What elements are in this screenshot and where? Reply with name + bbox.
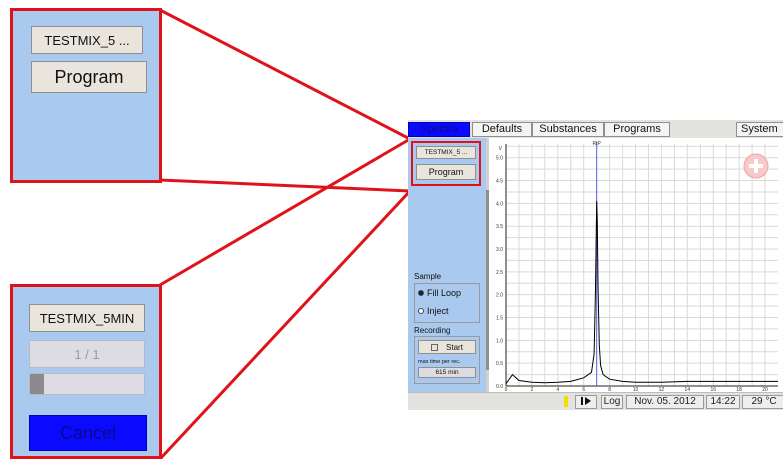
tab-system[interactable]: System xyxy=(736,122,783,137)
play-icon[interactable] xyxy=(575,395,597,409)
app-window: Spectra Defaults Substances Programs Sys… xyxy=(408,120,783,410)
y-tick-label: 3.5 xyxy=(496,224,503,230)
method-button[interactable]: TESTMIX_5 ... xyxy=(416,146,476,159)
x-tick-label: 20 xyxy=(762,387,768,392)
zoom-panel-bottom: TESTMIX_5MIN 1 / 1 Cancel xyxy=(10,284,162,459)
tab-programs[interactable]: Programs xyxy=(604,122,670,137)
plus-icon-bar xyxy=(754,159,758,173)
y-tick-label: 5.0 xyxy=(496,156,503,162)
callout-line xyxy=(158,189,412,459)
fill-loop-label: Fill Loop xyxy=(427,288,462,298)
method-button[interactable]: TESTMIX_5MIN xyxy=(29,304,145,332)
radio-selected-icon xyxy=(418,290,424,296)
x-tick-label: 4 xyxy=(556,387,559,392)
start-button[interactable]: Start xyxy=(418,340,476,354)
checkbox-icon xyxy=(431,343,439,351)
x-tick-label: 14 xyxy=(685,387,691,392)
x-tick-label: 8 xyxy=(608,387,611,392)
zoom-panel-top: TESTMIX_5 ... Program xyxy=(10,8,162,183)
inject-radio[interactable]: Inject xyxy=(418,306,449,316)
y-tick-label: 3.0 xyxy=(496,247,503,253)
y-tick-label: 1.5 xyxy=(496,316,503,322)
spectrum-plot[interactable]: 0.0 0.5 1.0 1.5 2.0 2.5 3.0 3.5 4.0 4.5 5.0 V 0 2 4 6 8 1… xyxy=(488,138,783,393)
recording-group xyxy=(414,336,480,384)
tab-substances[interactable]: Substances xyxy=(532,122,604,137)
program-button[interactable]: Program xyxy=(31,61,147,93)
warning-icon xyxy=(564,396,568,407)
tab-defaults[interactable]: Defaults xyxy=(472,122,532,137)
cancel-button[interactable]: Cancel xyxy=(29,415,147,451)
tab-spectra[interactable]: Spectra xyxy=(408,122,470,137)
time-display: 14:22 xyxy=(706,395,740,409)
spectrum-trace xyxy=(505,201,778,384)
y-tick-label: 0.0 xyxy=(496,384,503,390)
run-progress-bar xyxy=(29,373,145,395)
progress-fill xyxy=(30,374,44,394)
sample-group xyxy=(414,283,480,323)
y-tick-label: 4.0 xyxy=(496,201,503,207)
sidebar: TESTMIX_5 ... Program Sample Fill Loop I… xyxy=(408,138,486,392)
log-button[interactable]: Log xyxy=(601,395,623,409)
x-tick-label: 10 xyxy=(633,387,639,392)
callout-line xyxy=(159,8,411,141)
start-label: Start xyxy=(446,342,463,352)
radio-empty-icon xyxy=(418,308,424,314)
y-tick-label: 1.0 xyxy=(496,338,503,344)
scroll-thumb[interactable] xyxy=(486,190,489,370)
x-tick-label: 16 xyxy=(710,387,716,392)
sample-label: Sample xyxy=(414,272,442,281)
temperature-display: 29 °C xyxy=(742,395,783,409)
callout-line xyxy=(159,178,411,193)
x-tick-label: 6 xyxy=(582,387,585,392)
x-tick-label: 2 xyxy=(531,387,534,392)
y-tick-label: 0.5 xyxy=(496,361,503,367)
max-time-label: max time per rec. xyxy=(418,359,461,365)
x-tick-label: 0 xyxy=(505,387,508,392)
x-tick-label: 12 xyxy=(659,387,665,392)
fill-loop-radio[interactable]: Fill Loop xyxy=(418,288,461,298)
y-tick-label: 2.0 xyxy=(496,293,503,299)
spectrum-chart: 0.0 0.5 1.0 1.5 2.0 2.5 3.0 3.5 4.0 4.5 5.0 V 0 2 4 6 8 1… xyxy=(496,141,778,393)
run-counter: 1 / 1 xyxy=(29,340,145,368)
y-tick-label: 4.5 xyxy=(496,179,503,185)
callout-line xyxy=(159,137,411,287)
x-tick-label: 18 xyxy=(736,387,742,392)
status-bar: Log Nov. 05. 2012 14:22 29 °C xyxy=(408,392,783,410)
inject-label: Inject xyxy=(427,306,449,316)
y-axis-label: V xyxy=(499,146,503,152)
rip-marker-label: RIP xyxy=(592,141,601,147)
program-button[interactable]: Program xyxy=(416,164,476,180)
method-button[interactable]: TESTMIX_5 ... xyxy=(31,26,143,54)
y-tick-label: 2.5 xyxy=(496,270,503,276)
date-display: Nov. 05. 2012 xyxy=(626,395,704,409)
recording-label: Recording xyxy=(414,326,451,335)
max-time-value: 615 min xyxy=(418,367,476,378)
sidebar-highlight xyxy=(411,141,481,186)
